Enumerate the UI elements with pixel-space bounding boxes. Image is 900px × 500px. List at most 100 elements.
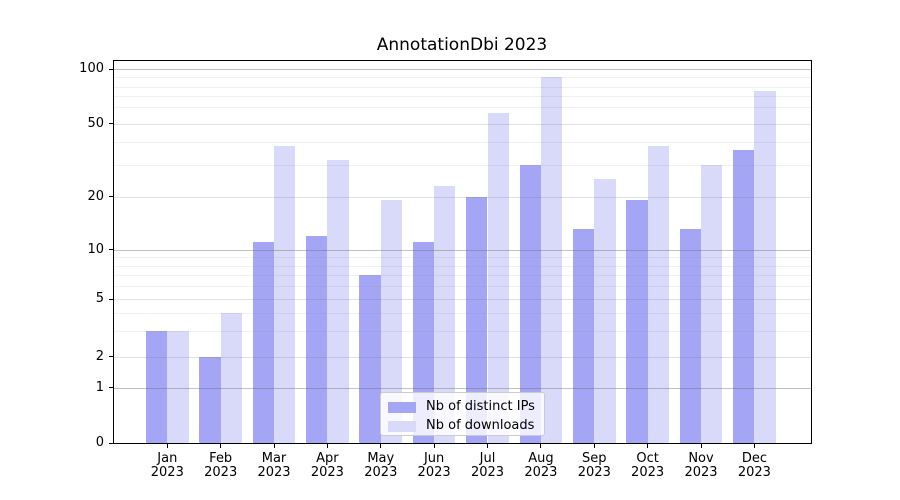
xtick-month-oct: Oct <box>636 451 659 466</box>
xtick-label-jul: Jul 2023 <box>460 452 516 480</box>
xtick-mark-jul <box>487 444 488 448</box>
ytick-label-1: 1 <box>95 379 104 395</box>
xtick-mark-mar <box>273 444 275 448</box>
bar-ips-sep <box>572 229 595 443</box>
bar-ips-oct <box>626 200 648 443</box>
ytick-label-20: 20 <box>87 188 104 204</box>
bar-ips-aug <box>519 164 541 443</box>
xtick-mark-oct <box>647 444 649 448</box>
bar-ips-nov <box>679 229 701 443</box>
xtick-year-aug: 2023 <box>524 465 558 480</box>
xtick-year-dec: 2023 <box>737 465 771 480</box>
ytick-label-10: 10 <box>87 241 104 257</box>
ytick-mark-100 <box>109 68 113 70</box>
legend: Nb of distinct IPs Nb of downloads <box>380 392 545 436</box>
xtick-year-feb: 2023 <box>204 465 238 480</box>
gridline-6 <box>113 286 811 288</box>
xtick-label-nov: Nov 2023 <box>673 452 729 480</box>
bar-downloads-nov <box>701 164 723 443</box>
xtick-mark-may <box>380 444 382 448</box>
bar-downloads-sep <box>594 178 616 443</box>
legend-label-distinct-ips: Nb of distinct IPs <box>426 399 535 414</box>
gridline-8 <box>113 265 811 267</box>
xtick-label-oct: Oct 2023 <box>620 452 676 480</box>
chart-title: AnnotationDbi 2023 <box>376 35 548 55</box>
ytick-mark-1 <box>109 387 113 389</box>
xtick-month-apr: Apr <box>316 451 339 466</box>
gridline-30 <box>113 164 811 166</box>
xtick-year-nov: 2023 <box>684 465 718 480</box>
bar-ips-jan <box>145 331 168 443</box>
ytick-mark-2 <box>109 356 113 358</box>
xtick-month-mar: Mar <box>261 451 287 466</box>
gridline-60 <box>113 106 811 108</box>
ytick-mark-50 <box>109 123 113 125</box>
gridline-100 <box>113 69 811 71</box>
bar-downloads-apr <box>327 159 349 443</box>
axis-spine-left <box>113 60 114 444</box>
xtick-month-feb: Feb <box>209 451 233 466</box>
bar-downloads-may <box>380 200 403 443</box>
xtick-mark-apr <box>326 444 328 448</box>
xtick-year-may: 2023 <box>364 465 398 480</box>
gridline-7 <box>113 275 811 277</box>
xtick-label-apr: Apr 2023 <box>299 452 355 480</box>
bar-downloads-oct <box>647 146 669 443</box>
bar-downloads-jun <box>434 185 456 443</box>
xtick-mark-jun <box>433 444 435 448</box>
xtick-label-jun: Jun 2023 <box>406 452 462 480</box>
xtick-label-aug: Aug 2023 <box>513 452 569 480</box>
ytick-label-5: 5 <box>95 291 104 307</box>
axis-spine-bottom <box>113 443 812 444</box>
bar-downloads-jan <box>167 331 189 443</box>
gridline-10 <box>113 249 811 251</box>
bar-ips-apr <box>306 235 328 443</box>
xtick-month-dec: Dec <box>741 451 767 466</box>
gridline-5 <box>113 299 811 301</box>
ytick-mark-10 <box>109 249 113 250</box>
gridline-80 <box>113 86 811 88</box>
xtick-month-aug: Aug <box>528 451 554 466</box>
xtick-year-jun: 2023 <box>417 465 451 480</box>
gridline-70 <box>113 95 811 97</box>
ytick-mark-5 <box>109 298 113 300</box>
ytick-label-100: 100 <box>79 61 104 77</box>
xtick-mark-jan <box>166 444 168 448</box>
gridline-3 <box>113 331 811 333</box>
xtick-year-oct: 2023 <box>631 465 665 480</box>
bar-downloads-aug <box>540 77 563 443</box>
xtick-year-sep: 2023 <box>577 465 611 480</box>
xtick-label-may: May 2023 <box>353 452 409 480</box>
ytick-label-0: 0 <box>95 435 104 450</box>
gridline-4 <box>113 313 811 315</box>
xtick-year-apr: 2023 <box>310 465 344 480</box>
xtick-label-sep: Sep 2023 <box>566 452 622 480</box>
bar-downloads-dec <box>754 90 776 443</box>
xtick-month-may: May <box>367 451 395 466</box>
bar-ips-jul <box>466 196 488 443</box>
bar-ips-mar <box>252 242 274 443</box>
xtick-label-mar: Mar 2023 <box>246 452 302 480</box>
ytick-label-50: 50 <box>87 115 104 131</box>
xtick-mark-aug <box>540 444 542 448</box>
xtick-month-jul: Jul <box>479 451 496 466</box>
xtick-label-feb: Feb 2023 <box>193 452 249 480</box>
xtick-label-jan: Jan 2023 <box>139 452 195 480</box>
xtick-label-dec: Dec 2023 <box>726 452 782 480</box>
axis-spine-right <box>811 60 812 444</box>
xtick-mark-nov <box>700 444 702 448</box>
gridline-2 <box>113 356 811 358</box>
gridline-50 <box>113 123 811 125</box>
bar-downloads-mar <box>274 146 296 443</box>
bar-downloads-feb <box>220 313 243 443</box>
gridline-9 <box>113 257 811 259</box>
legend-swatch-downloads <box>388 420 416 432</box>
ytick-label-2: 2 <box>95 348 104 364</box>
legend-row-distinct-ips: Nb of distinct IPs <box>388 399 536 415</box>
bar-ips-feb <box>199 356 221 443</box>
legend-row-downloads: Nb of downloads <box>388 418 536 434</box>
bar-ips-may <box>359 275 381 443</box>
xtick-mark-sep <box>593 444 595 448</box>
gridline-1 <box>113 387 811 389</box>
